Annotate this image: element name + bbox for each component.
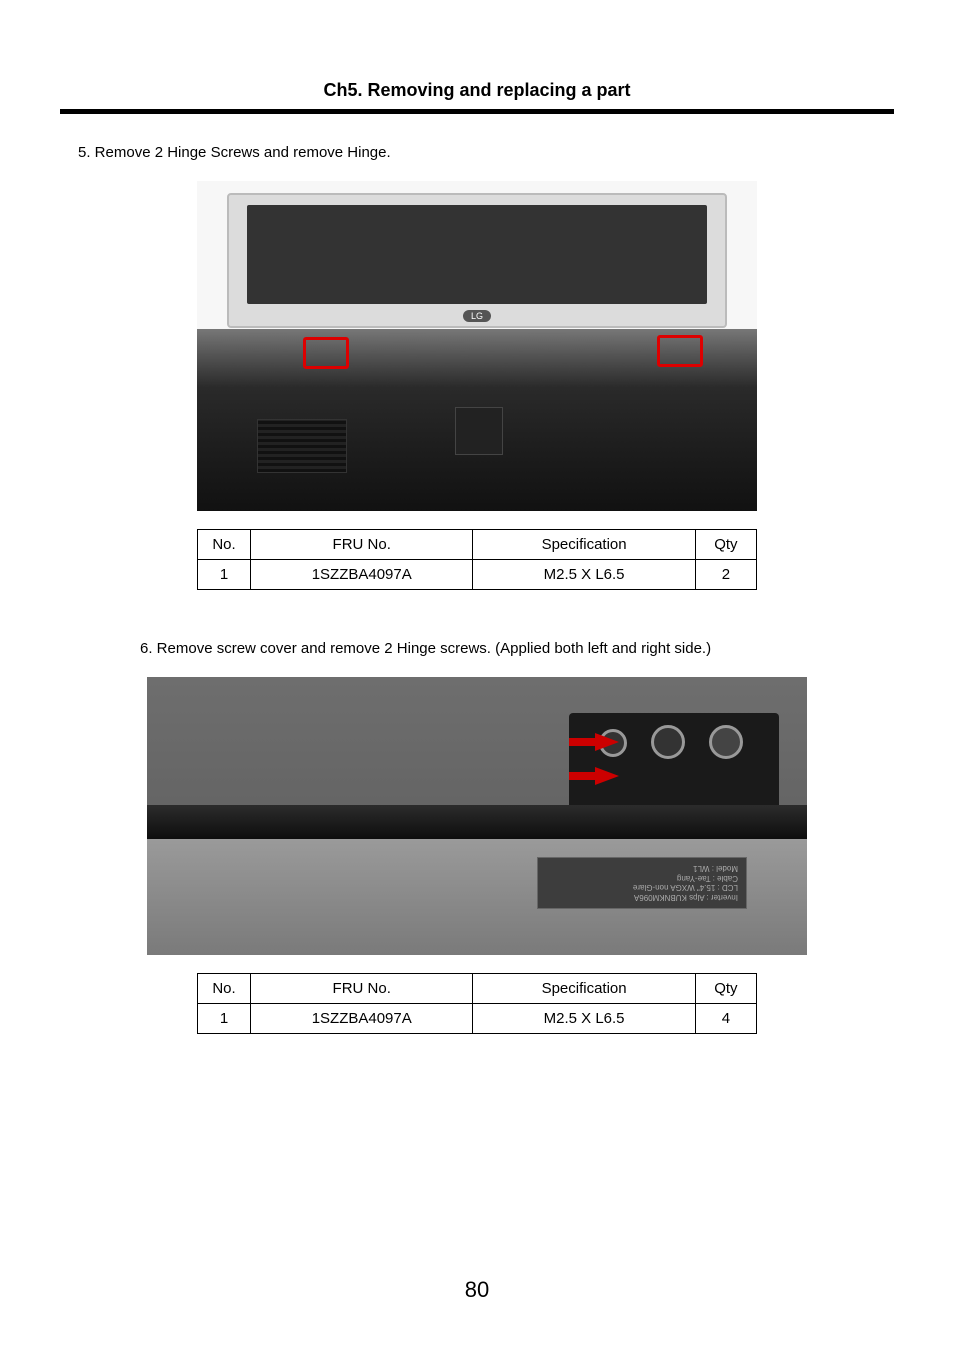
title-rule (60, 109, 894, 114)
sticker-line: LCD : 15.4" WXGA non-Glare (546, 883, 738, 893)
cpu-chip (455, 407, 503, 455)
page-number: 80 (0, 1277, 954, 1303)
table-row: 1 1SZZBA4097A M2.5 X L6.5 4 (198, 1004, 757, 1034)
hinge-highlight-left (303, 337, 349, 369)
th-spec: Specification (473, 974, 695, 1004)
hinge-highlight-right (657, 335, 703, 367)
parts-table-1: No. FRU No. Specification Qty 1 1SZZBA40… (197, 529, 757, 590)
th-no: No. (198, 530, 251, 560)
cell-fru: 1SZZBA4097A (251, 560, 473, 590)
lg-logo-badge: LG (463, 310, 491, 322)
figure-2-wrap: Inverter : Alps KUBNKM096A LCD : 15.4" W… (60, 677, 894, 955)
cell-qty: 2 (695, 560, 756, 590)
th-fru: FRU No. (251, 974, 473, 1004)
spec-sticker: Inverter : Alps KUBNKM096A LCD : 15.4" W… (537, 857, 747, 909)
table-2-wrap: No. FRU No. Specification Qty 1 1SZZBA40… (60, 973, 894, 1034)
th-no: No. (198, 974, 251, 1004)
port-icon (651, 725, 685, 759)
cell-no: 1 (198, 560, 251, 590)
step-6-text: 6. Remove screw cover and remove 2 Hinge… (140, 640, 894, 657)
parts-table-2: No. FRU No. Specification Qty 1 1SZZBA40… (197, 973, 757, 1034)
cell-fru: 1SZZBA4097A (251, 1004, 473, 1034)
page: Ch5. Removing and replacing a part 5. Re… (0, 0, 954, 1351)
laptop-screen (247, 205, 707, 304)
chapter-title: Ch5. Removing and replacing a part (60, 80, 894, 101)
th-spec: Specification (473, 530, 695, 560)
red-arrow-icon (595, 767, 619, 785)
cell-no: 1 (198, 1004, 251, 1034)
th-fru: FRU No. (251, 530, 473, 560)
table-row: 1 1SZZBA4097A M2.5 X L6.5 2 (198, 560, 757, 590)
sticker-line: Model : WL1 (546, 864, 738, 874)
figure-1-wrap: LG (60, 181, 894, 511)
hinge-panel (569, 713, 779, 818)
cell-spec: M2.5 X L6.5 (473, 1004, 695, 1034)
th-qty: Qty (695, 974, 756, 1004)
port-icon (709, 725, 743, 759)
cell-qty: 4 (695, 1004, 756, 1034)
step-5-text: 5. Remove 2 Hinge Screws and remove Hing… (78, 144, 894, 161)
th-qty: Qty (695, 530, 756, 560)
sticker-line: Inverter : Alps KUBNKM096A (546, 892, 738, 902)
lower-panel: Inverter : Alps KUBNKM096A LCD : 15.4" W… (147, 839, 807, 955)
figure-1-laptop: LG (197, 181, 757, 511)
mid-bar (147, 805, 807, 839)
sticker-line: Cable : Tae-Yang (546, 873, 738, 883)
table-1-wrap: No. FRU No. Specification Qty 1 1SZZBA40… (60, 529, 894, 590)
red-arrow-icon (595, 733, 619, 751)
cell-spec: M2.5 X L6.5 (473, 560, 695, 590)
table-header-row: No. FRU No. Specification Qty (198, 530, 757, 560)
table-header-row: No. FRU No. Specification Qty (198, 974, 757, 1004)
figure-2-hinge: Inverter : Alps KUBNKM096A LCD : 15.4" W… (147, 677, 807, 955)
memory-slot (257, 419, 347, 473)
laptop-screen-bezel: LG (227, 193, 727, 328)
